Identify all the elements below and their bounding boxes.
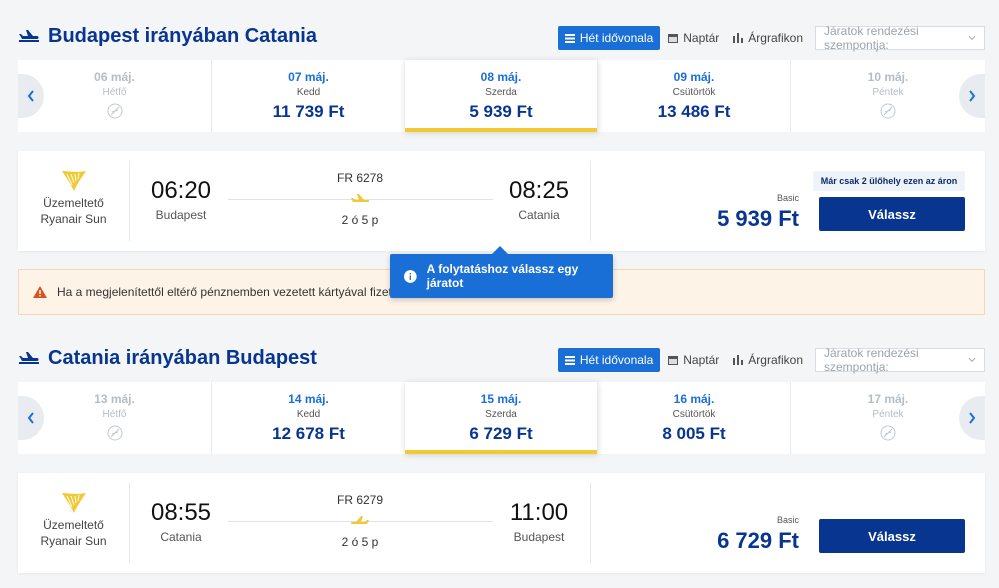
calendar-view-tab[interactable]: Naptár — [662, 26, 725, 50]
date-tile[interactable]: 14 máj. Kedd 12 678 Ft — [212, 382, 406, 454]
outbound-flight-card: Üzemeltető Ryanair Sun 06:20 Budapest FR… — [18, 151, 985, 251]
departure-city: Budapest — [155, 208, 207, 222]
arrival-city: Catania — [518, 208, 560, 222]
ryanair-harp-logo-icon — [61, 493, 86, 513]
flight-price: 6 729 Ft — [717, 528, 799, 553]
outbound-header: Budapest irányában Catania — [18, 22, 317, 50]
date-tile: 10 máj. Péntek — [791, 60, 985, 132]
price-chart-view-tab[interactable]: Árgrafikon — [727, 26, 809, 50]
flight-duration: 2 ó 5 p — [341, 535, 379, 549]
select-flight-button[interactable]: Válassz — [819, 197, 965, 231]
date-tile: 13 máj. Hétfő — [18, 382, 212, 454]
date-tile[interactable]: 07 máj. Kedd 11 739 Ft — [212, 60, 406, 132]
selected-indicator — [405, 450, 597, 454]
arrival-city: Budapest — [513, 530, 565, 544]
calendar-icon — [668, 34, 679, 43]
inbound-flight-card: Üzemeltető Ryanair Sun 08:55 Catania FR … — [18, 473, 985, 573]
select-flight-tooltip: A folytatáshoz válassz egy járatot — [390, 246, 613, 298]
view-controls-outbound: Hét idővonala Naptár Árgrafikon Járatok … — [556, 24, 985, 52]
select-flight-button[interactable]: Válassz — [819, 519, 965, 553]
departure-city: Catania — [160, 530, 202, 544]
week-view-tab[interactable]: Hét idővonala — [557, 26, 661, 50]
fare-type: Basic — [776, 515, 799, 525]
chevron-left-icon — [27, 412, 34, 424]
ryanair-harp-logo-icon — [61, 171, 86, 191]
sort-dropdown[interactable]: Járatok rendezési szempontja: — [815, 346, 985, 374]
date-tile[interactable]: 09 máj. Csütörtök 13 486 Ft — [598, 60, 791, 132]
list-icon — [564, 33, 575, 43]
inbound-title: Catania irányában Budapest — [48, 346, 317, 369]
list-icon — [564, 355, 575, 365]
bar-chart-icon — [733, 33, 744, 43]
chevron-down-icon — [968, 357, 976, 362]
outbound-title: Budapest irányában Catania — [48, 24, 317, 47]
flight-number: FR 6279 — [336, 493, 384, 507]
date-tile-selected[interactable]: 08 máj. Szerda 5 939 Ft — [405, 60, 598, 132]
seats-left-badge: Már csak 2 ülőhely ezen az áron — [813, 171, 965, 191]
plane-depart-icon — [19, 352, 39, 364]
bar-chart-icon — [733, 355, 744, 365]
date-tile: 17 máj. Péntek — [791, 382, 985, 454]
flight-duration: 2 ó 5 p — [341, 213, 379, 227]
no-flight-icon — [107, 103, 122, 119]
chevron-left-icon — [27, 90, 34, 102]
divider — [590, 483, 591, 563]
chevron-right-icon — [969, 412, 976, 424]
operator-block: Üzemeltető Ryanair Sun — [18, 161, 130, 241]
week-view-tab[interactable]: Hét idővonala — [557, 348, 661, 372]
departure-time: 06:20 — [150, 177, 212, 204]
plane-icon — [351, 194, 369, 202]
inbound-date-carousel: 13 máj. Hétfő 14 máj. Kedd 12 678 Ft 15 … — [18, 382, 985, 454]
inbound-header: Catania irányában Budapest — [18, 344, 317, 372]
date-tile[interactable]: 16 máj. Csütörtök 8 005 Ft — [598, 382, 791, 454]
flight-number: FR 6278 — [336, 171, 384, 185]
view-controls-inbound: Hét idővonala Naptár Árgrafikon Járatok … — [556, 346, 985, 374]
date-tile: 06 máj. Hétfő — [18, 60, 212, 132]
divider — [590, 161, 591, 241]
warning-icon — [33, 286, 47, 298]
no-flight-icon — [880, 103, 896, 119]
price-chart-view-tab[interactable]: Árgrafikon — [727, 348, 809, 372]
operator-block: Üzemeltető Ryanair Sun — [18, 483, 130, 563]
fare-type: Basic — [776, 193, 799, 203]
arrival-time: 11:00 — [509, 499, 569, 526]
departure-time: 08:55 — [150, 499, 212, 526]
chevron-right-icon — [969, 90, 976, 102]
no-flight-icon — [880, 425, 896, 441]
flight-price: 5 939 Ft — [717, 206, 799, 231]
outbound-date-carousel: 06 máj. Hétfő 07 máj. Kedd 11 739 Ft 08 … — [18, 60, 985, 132]
calendar-icon — [668, 356, 679, 365]
plane-depart-icon — [19, 30, 39, 42]
date-tile-selected[interactable]: 15 máj. Szerda 6 729 Ft — [405, 382, 598, 454]
info-icon — [404, 269, 417, 283]
sort-dropdown[interactable]: Járatok rendezési szempontja: — [815, 24, 985, 52]
no-flight-icon — [107, 425, 122, 441]
plane-icon — [351, 516, 369, 524]
arrival-time: 08:25 — [508, 177, 570, 204]
chevron-down-icon — [968, 35, 976, 40]
calendar-view-tab[interactable]: Naptár — [662, 348, 725, 372]
selected-indicator — [405, 128, 597, 132]
